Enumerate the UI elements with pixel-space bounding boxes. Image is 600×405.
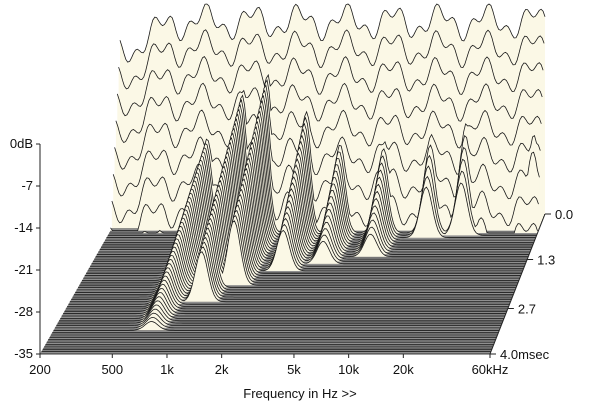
slice-line — [80, 213, 518, 284]
x-axis-title: Frequency in Hz >> — [243, 386, 356, 401]
x-tick-label: 5k — [287, 362, 301, 377]
slice-line — [67, 279, 509, 307]
slice-line — [94, 162, 528, 260]
slice-line — [84, 198, 521, 277]
slice-line — [61, 296, 505, 317]
x-tick-label: 1k — [160, 362, 174, 377]
slice-line — [115, 79, 543, 144]
y-tick-label: -14 — [14, 220, 33, 235]
slice-line — [75, 232, 515, 293]
slice-line — [88, 183, 524, 269]
slice-fill — [106, 116, 536, 238]
time-tick-label: 0.0 — [555, 207, 573, 222]
slice-line — [111, 94, 540, 224]
slice-line — [57, 308, 503, 324]
x-tick-label: 60kHz — [472, 362, 509, 377]
slice-line — [98, 147, 531, 253]
slice-line — [68, 275, 510, 305]
slice-line — [63, 292, 506, 315]
slice-line — [92, 168, 527, 262]
slice-line — [86, 194, 522, 274]
y-tick-label: -7 — [21, 178, 33, 193]
slice-line — [95, 157, 529, 258]
x-tick-label: 500 — [101, 362, 123, 377]
decay-slices — [40, 3, 546, 355]
time-tick-label: 1.3 — [537, 253, 555, 268]
slice-line — [65, 283, 508, 310]
x-tick-label: 2k — [215, 362, 229, 377]
slice-line — [82, 208, 519, 281]
slice-line — [90, 178, 525, 267]
slice-line — [73, 236, 514, 296]
x-tick-label: 10k — [338, 362, 359, 377]
x-tick-label: 200 — [29, 362, 51, 377]
slice-line — [60, 300, 504, 319]
slice-line — [64, 287, 507, 312]
slice-line — [72, 241, 513, 298]
slice-line — [69, 251, 511, 303]
slice-line — [56, 312, 502, 326]
slice-line — [53, 321, 500, 331]
slice-line — [91, 173, 526, 265]
slice-line — [119, 3, 546, 63]
slice-line — [116, 56, 544, 117]
slice-line — [114, 84, 542, 170]
x-tick-label: 20k — [393, 362, 414, 377]
slice-line — [79, 217, 517, 286]
slice-line — [71, 246, 512, 300]
y-tick-label: 0dB — [10, 136, 33, 151]
slice-line — [54, 316, 501, 329]
time-tick-label: 4.0msec — [500, 347, 550, 362]
slice-line — [112, 89, 541, 197]
slice-line — [83, 203, 520, 279]
time-tick-label: 2.7 — [518, 302, 536, 317]
slice-line — [118, 29, 545, 90]
slice-line — [110, 100, 539, 231]
slice-line — [87, 188, 523, 272]
time-axis-line — [489, 213, 546, 355]
y-tick-label: -21 — [14, 262, 33, 277]
y-tick-label: -28 — [14, 304, 33, 319]
slice-line — [59, 304, 504, 322]
slice-line — [76, 227, 516, 291]
slice-line — [96, 152, 530, 255]
slice-line — [78, 222, 517, 288]
y-tick-label: -35 — [14, 346, 33, 361]
